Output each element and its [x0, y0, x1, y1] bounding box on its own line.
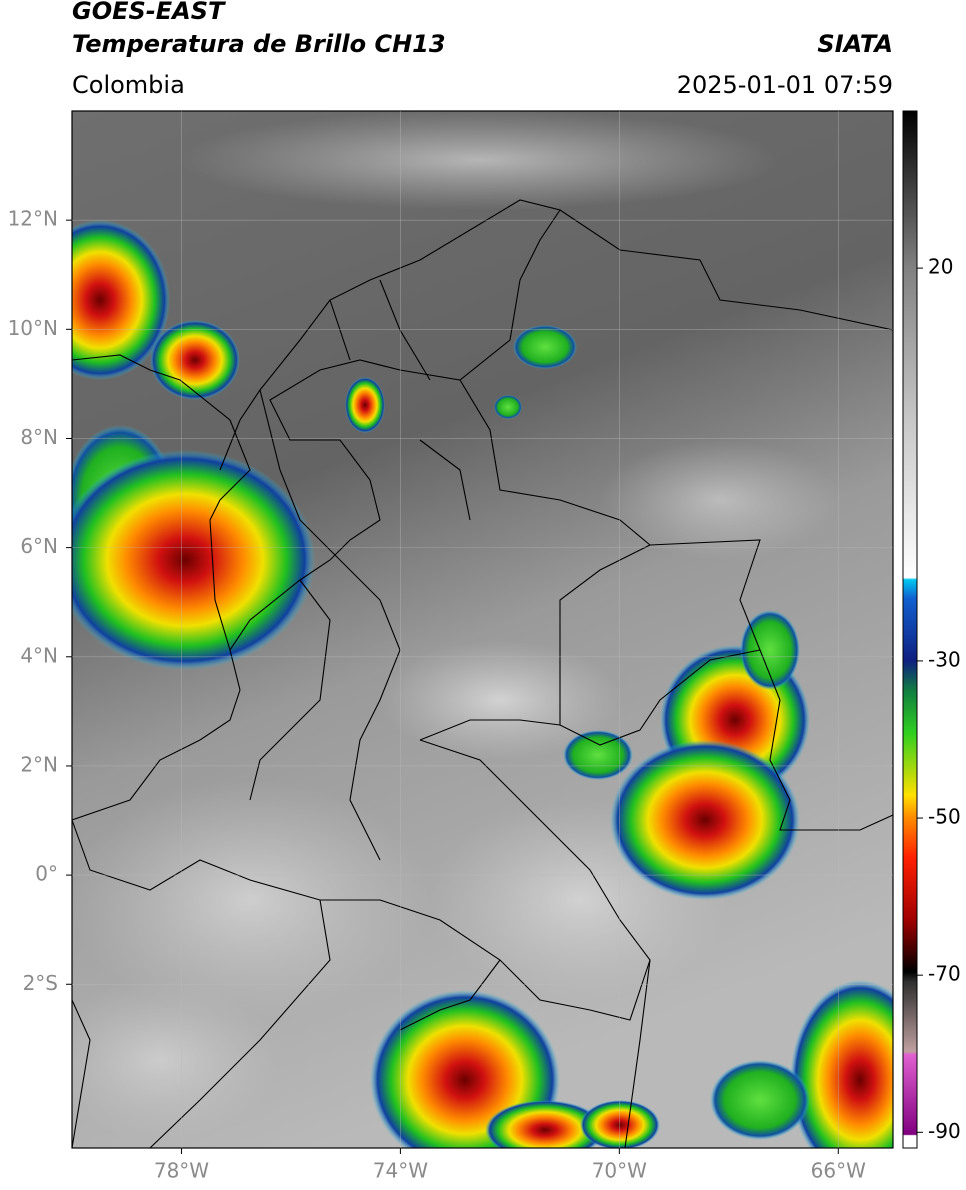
- colorbar-tick-label: -70: [928, 962, 961, 986]
- lat-tick-label: 4°N: [20, 643, 58, 667]
- lon-tick-label: 78°W: [154, 1159, 209, 1183]
- colorbar: [902, 110, 918, 1149]
- source: SIATA: [817, 30, 893, 58]
- lon-tick-label: 70°W: [592, 1159, 647, 1183]
- lon-tick-label: 74°W: [373, 1159, 428, 1183]
- lat-tick-label: 0°: [35, 862, 58, 886]
- lat-tick-label: 2°N: [20, 752, 58, 776]
- title: GOES-EAST: [72, 0, 226, 25]
- borders: [72, 199, 893, 1148]
- colorbar-tick-label: -50: [928, 805, 961, 829]
- colorbar-tick-label: 20: [928, 255, 953, 279]
- region: Colombia: [72, 71, 185, 99]
- colorbar-tick-label: -90: [928, 1119, 961, 1143]
- lat-tick-label: 6°N: [20, 534, 58, 558]
- timestamp: 2025-01-01 07:59: [677, 71, 893, 99]
- map-frame: [71, 110, 894, 1149]
- lat-tick-label: 2°S: [23, 971, 58, 995]
- lat-tick-label: 12°N: [8, 207, 58, 231]
- lon-tick-label: 66°W: [811, 1159, 866, 1183]
- title: Temperatura de Brillo CH13: [72, 30, 446, 58]
- satellite-image: [72, 111, 893, 1148]
- lat-tick-label: 10°N: [8, 316, 58, 340]
- colorbar-tick-label: -30: [928, 647, 961, 671]
- lat-tick-label: 8°N: [20, 425, 58, 449]
